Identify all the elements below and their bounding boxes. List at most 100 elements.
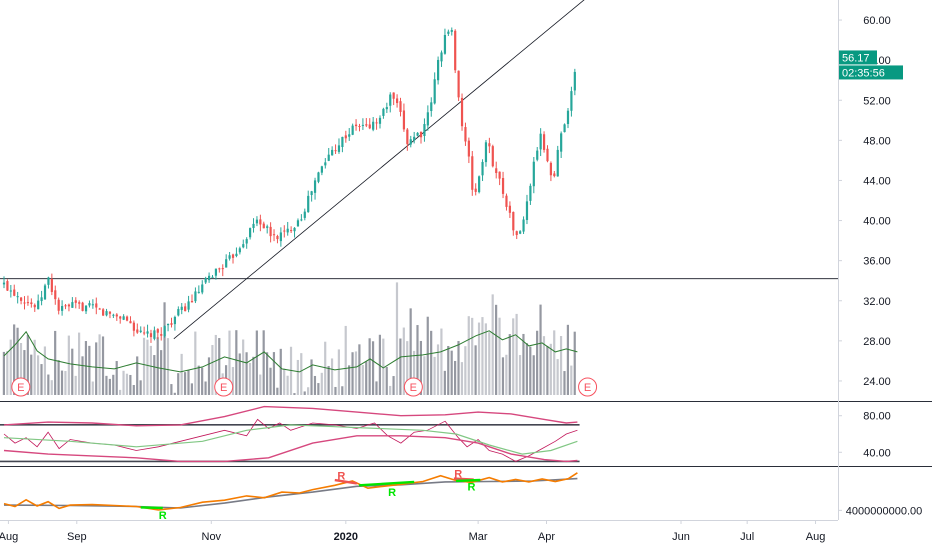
volume-bar — [454, 361, 456, 395]
volume-bar — [300, 353, 302, 395]
candle-body — [228, 255, 230, 258]
volume-bar — [68, 336, 70, 395]
candle-body — [164, 326, 166, 336]
volume-bar — [362, 365, 364, 395]
candle-body — [427, 112, 429, 125]
candle-body — [40, 297, 42, 301]
volume-bar — [345, 326, 347, 395]
price-axis[interactable]: 60.0056.0052.0048.0044.0040.0036.0032.00… — [838, 15, 922, 517]
candle-body — [345, 135, 347, 138]
candle-body — [495, 168, 497, 173]
candle-body — [341, 137, 343, 147]
volume-bar — [119, 390, 121, 395]
divergence-label-bearish: R — [337, 471, 345, 483]
volume-bar — [198, 366, 200, 395]
volume-bar — [423, 356, 425, 395]
candle-body — [126, 317, 128, 321]
price-tick-label: 44.00 — [863, 175, 891, 187]
earnings-marker[interactable]: E — [12, 378, 30, 396]
volume-bar — [444, 371, 446, 395]
candle-body — [393, 93, 395, 99]
volume-bar — [485, 323, 487, 395]
candle-body — [488, 143, 490, 146]
candle-body — [307, 196, 309, 212]
candle-body — [102, 309, 104, 315]
volume-bar — [105, 376, 107, 395]
volume-bar — [112, 375, 114, 395]
candle-body — [355, 125, 357, 126]
volume-bar — [54, 331, 56, 395]
candle-body — [519, 231, 521, 233]
volume-bar — [81, 356, 83, 395]
candle-body — [468, 141, 470, 157]
candle-body — [458, 71, 460, 98]
candle-body — [536, 151, 538, 160]
volume-bar — [567, 325, 569, 395]
price-tick-label: 32.00 — [863, 296, 891, 308]
earnings-marker[interactable]: E — [215, 378, 233, 396]
volume-bar — [252, 357, 254, 395]
candle-body — [437, 60, 439, 80]
candle-body — [570, 91, 572, 111]
volume-bar — [245, 352, 247, 395]
volume-bar — [129, 375, 131, 395]
volume-bar — [170, 384, 172, 395]
candle-body — [475, 189, 477, 192]
volume-bar — [348, 365, 350, 395]
earnings-marker-label: E — [410, 382, 417, 394]
volume-bar — [464, 346, 466, 395]
candle-body — [17, 296, 19, 297]
candle-body — [211, 277, 213, 278]
earnings-marker[interactable]: E — [579, 378, 597, 396]
trendline[interactable] — [174, 0, 633, 339]
volume-bar — [78, 333, 80, 395]
candle-body — [112, 315, 114, 316]
candle-body — [365, 124, 367, 125]
rsi-tick-label: 40.00 — [863, 447, 891, 459]
rsi-series-bb-lower — [4, 436, 577, 462]
candle-body — [205, 278, 207, 282]
volume-bar — [369, 338, 371, 395]
candle-body — [170, 323, 172, 325]
candle-body — [300, 219, 302, 220]
candle-body — [225, 259, 227, 267]
candle-body — [386, 107, 388, 109]
candle-body — [331, 150, 333, 155]
candle-body — [276, 236, 278, 239]
volume-bar — [194, 332, 196, 395]
candle-body — [502, 178, 504, 194]
volume-bar — [560, 336, 562, 395]
volume-bar — [122, 371, 124, 395]
candle-body — [198, 292, 200, 293]
rsi-series-rsi — [4, 419, 577, 461]
candle-body — [95, 303, 97, 307]
candle-body — [317, 172, 319, 181]
candle-body — [509, 206, 511, 213]
volume-bar — [512, 318, 514, 395]
volume-bar — [71, 349, 73, 395]
volume-bar — [44, 346, 46, 395]
candle-body — [485, 142, 487, 162]
earnings-marker[interactable]: E — [404, 378, 422, 396]
volume-bar — [372, 341, 374, 395]
volume-bar — [184, 372, 186, 395]
candle-body — [184, 306, 186, 311]
volume-bar — [146, 340, 148, 395]
volume-bar — [95, 342, 97, 395]
volume-bar — [256, 331, 258, 395]
volume-bar — [280, 349, 282, 395]
volume-bar — [365, 361, 367, 395]
volume-bar — [516, 314, 518, 395]
candle-body — [191, 301, 193, 302]
volume-bar — [334, 387, 336, 395]
candle-body — [529, 186, 531, 201]
candle-body — [181, 307, 183, 310]
candle-body — [27, 302, 29, 303]
rsi-panel[interactable] — [0, 407, 580, 462]
candle-body — [71, 302, 73, 308]
